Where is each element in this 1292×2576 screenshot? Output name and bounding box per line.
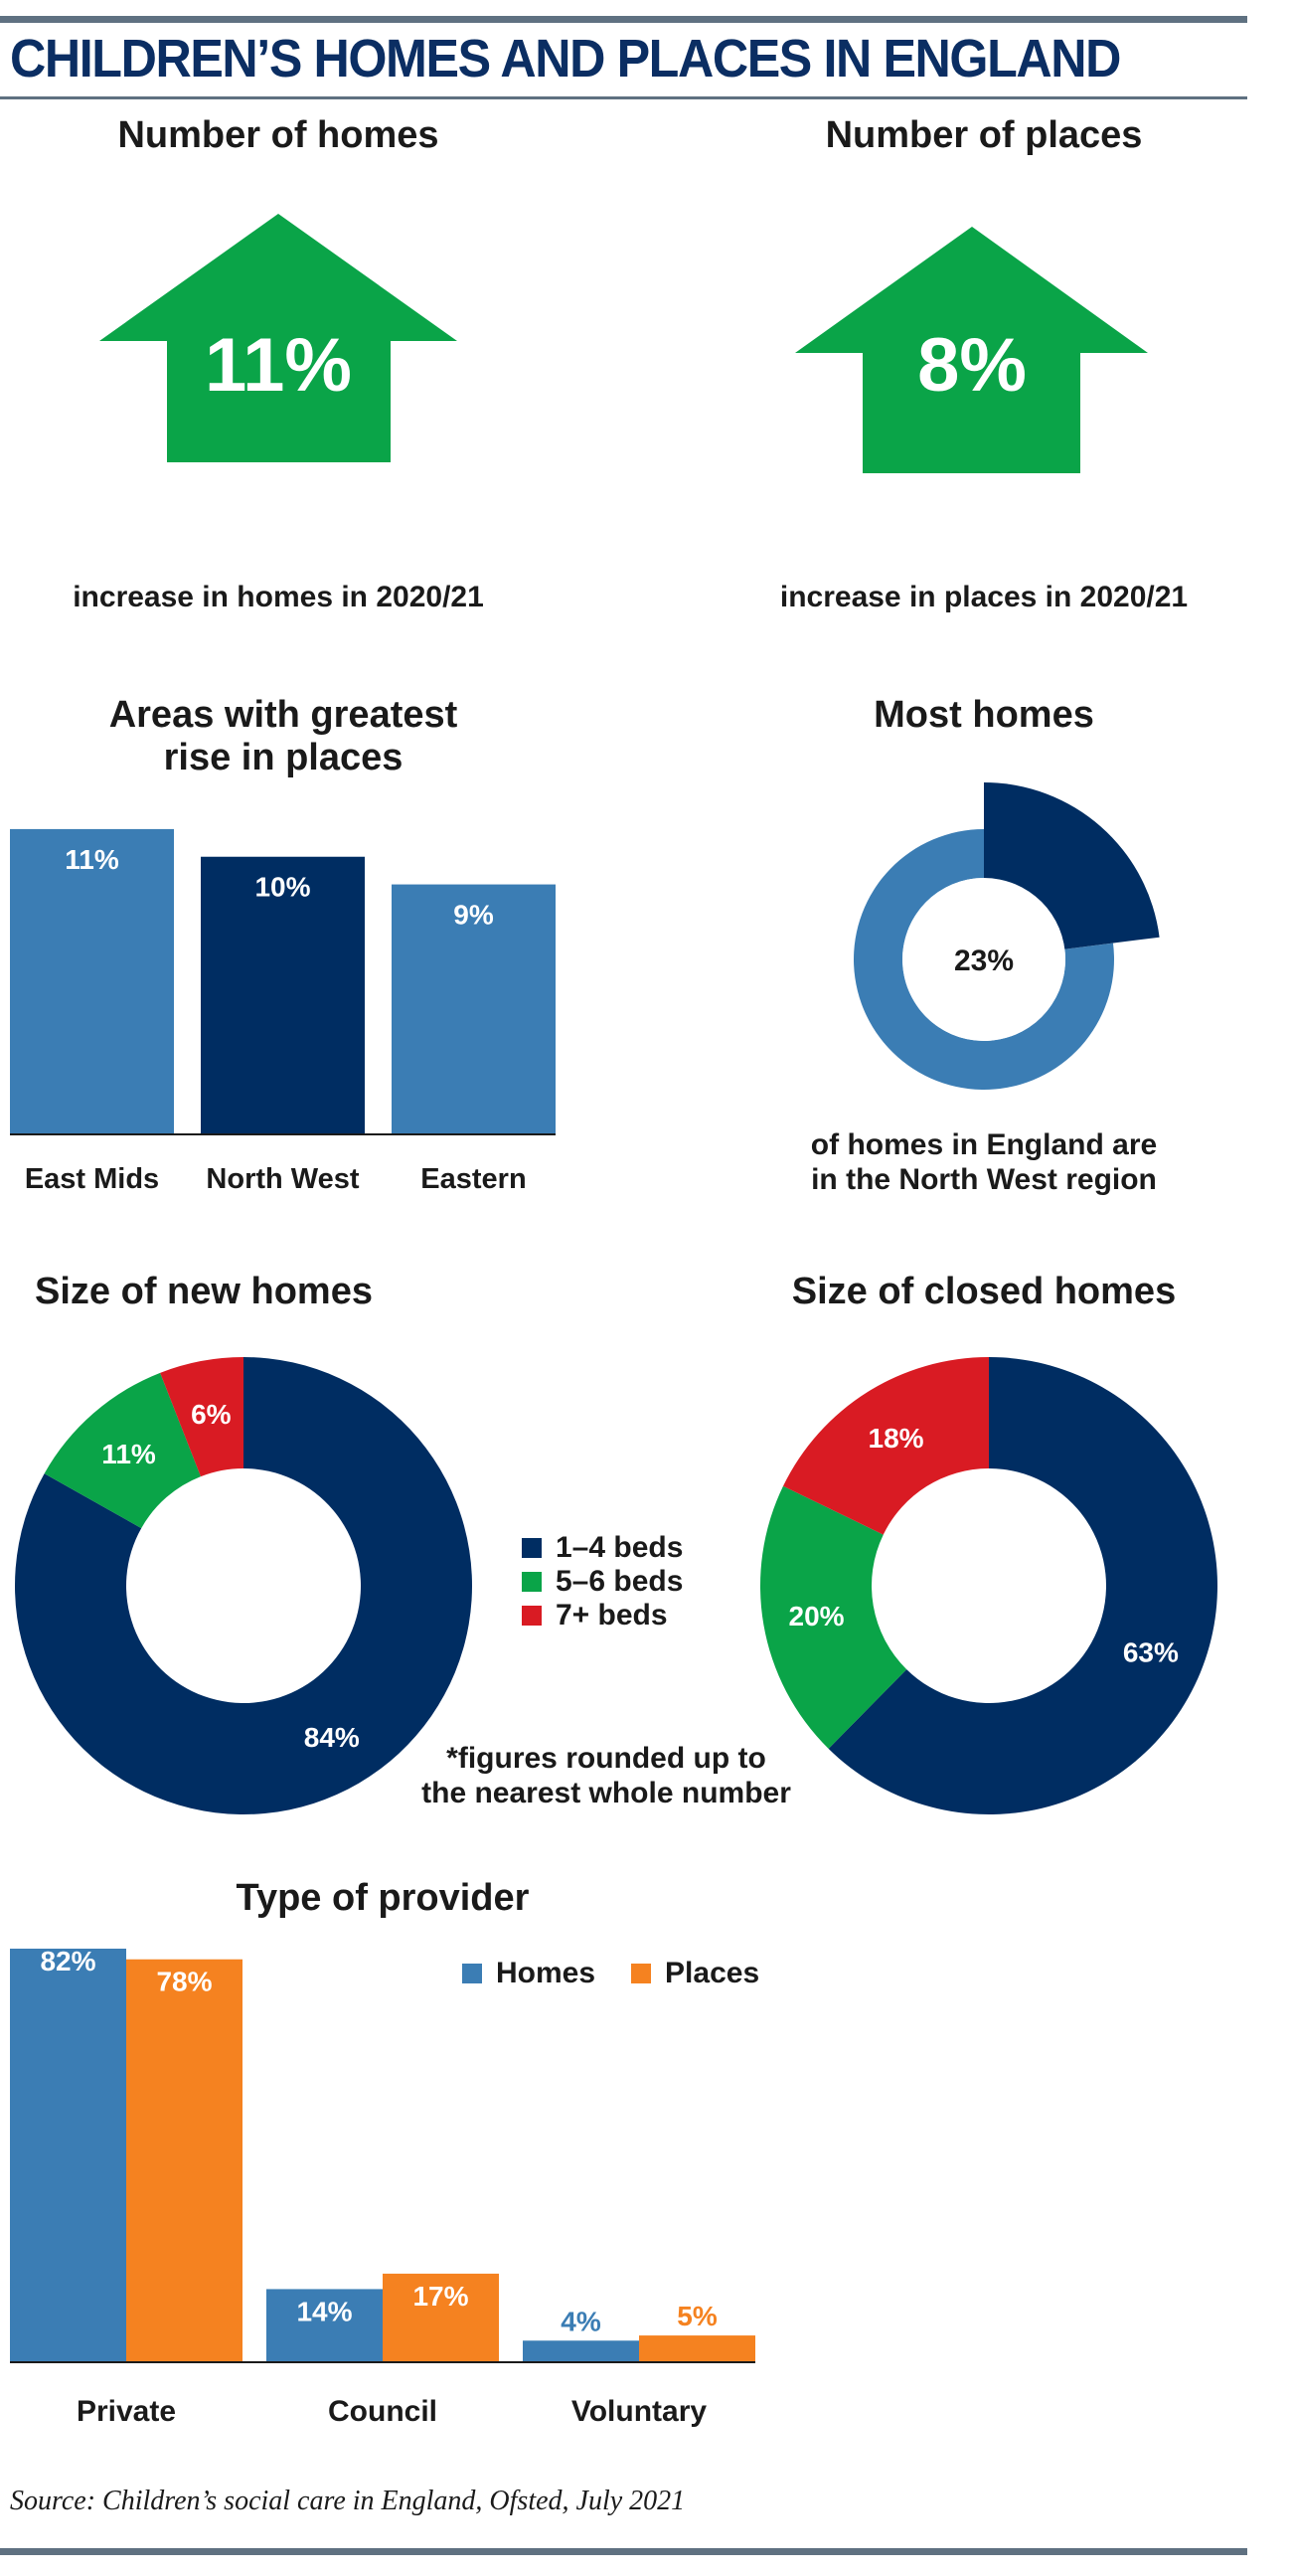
new-homes-donut-chart: 84% 11% 6% — [14, 1357, 473, 1814]
most-homes-donut-chart: 23% — [854, 782, 1160, 1090]
areas-bar-chart: 11% East Mids 10% North West 9% Eastern — [10, 828, 556, 1195]
legend-item-1-4-beds: 1–4 beds — [522, 1531, 683, 1565]
places-heading: Number of places — [825, 114, 1143, 156]
provider-heading: Type of provider — [236, 1877, 530, 1919]
new-homes-segment-1-4-beds — [14, 1357, 473, 1814]
bar-label-east-mids: 11% — [65, 844, 119, 875]
tick-label-north-west: North West — [206, 1163, 359, 1195]
closed-homes-heading: Size of closed homes — [791, 1271, 1177, 1312]
tick-label-council: Council — [328, 2395, 437, 2428]
areas-heading: Areas with greatest rise in places — [40, 694, 527, 778]
most-homes-caption-line-1: of homes in England are — [810, 1128, 1158, 1161]
tick-label-private: Private — [77, 2395, 176, 2428]
new-homes-segment-5-6-beds — [44, 1372, 201, 1529]
homes-heading: Number of homes — [117, 114, 439, 156]
new-homes-label-5-6-beds: 11% — [101, 1439, 156, 1469]
donut-label-north-west: 23% — [954, 945, 1014, 977]
rounding-footnote: *figures rounded up to the nearest whole… — [398, 1742, 815, 1810]
places-up-arrow-icon: 8% — [795, 227, 1148, 473]
bar-council-places — [383, 2273, 499, 2361]
closed-homes-label-1-4-beds: 63% — [1123, 1637, 1179, 1668]
closed-homes-segment-1-4-beds — [828, 1357, 1217, 1814]
legend-label-places: Places — [665, 1957, 760, 1989]
bar-private-places — [126, 1959, 242, 2361]
tick-label-eastern: Eastern — [420, 1163, 526, 1195]
closed-homes-label-7-beds: 18% — [869, 1423, 924, 1454]
provider-legend: Homes Places — [462, 1957, 759, 1990]
bar-label-council-homes: 14% — [296, 2296, 352, 2326]
tick-label-east-mids: East Mids — [25, 1163, 159, 1195]
homes-caption: increase in homes in 2020/21 — [73, 581, 484, 613]
bar-label-council-places: 17% — [412, 2281, 468, 2312]
bar-private-homes — [10, 1949, 126, 2361]
bottom-rule — [0, 2548, 1247, 2555]
legend-item-places: Places — [631, 1957, 759, 1990]
provider-bar-chart: 82% 78% Private 14% 17% Council 4% 5% Voluntary — [10, 1949, 755, 2428]
size-legend: 1–4 beds 5–6 beds 7+ beds — [522, 1531, 683, 1632]
donut-segment-rest — [854, 829, 1114, 1090]
bar-label-voluntary-homes: 4% — [561, 2306, 601, 2336]
source-note: Source: Children’s social care in Englan… — [10, 2486, 686, 2516]
homes-increase-value: 11% — [205, 323, 352, 408]
most-homes-caption: of homes in England are in the North Wes… — [735, 1128, 1232, 1197]
legend-item-5-6-beds: 5–6 beds — [522, 1565, 683, 1599]
donut-hole — [902, 878, 1065, 1041]
tick-label-voluntary: Voluntary — [571, 2395, 707, 2428]
bar-council-homes — [266, 2289, 383, 2361]
areas-heading-line-1: Areas with greatest — [108, 694, 458, 736]
top-rule — [0, 16, 1247, 23]
homes-up-arrow-icon: 11% — [99, 214, 457, 462]
bar-east-mids — [10, 828, 174, 1133]
bar-eastern — [392, 884, 556, 1133]
legend-item-7-plus-beds: 7+ beds — [522, 1599, 683, 1632]
closed-homes-label-5-6-beds: 20% — [789, 1601, 845, 1631]
footnote-line-2: the nearest whole number — [421, 1776, 791, 1809]
closed-homes-segment-5-6-beds — [760, 1485, 907, 1749]
new-homes-heading: Size of new homes — [35, 1271, 373, 1312]
main-title: CHILDREN’S HOMES AND PLACES IN ENGLAND — [10, 29, 1121, 88]
footnote-line-1: *figures rounded up to — [446, 1742, 766, 1775]
areas-heading-line-2: rise in places — [163, 736, 404, 778]
bar-label-eastern: 9% — [453, 900, 494, 931]
bar-label-voluntary-places: 5% — [677, 2301, 718, 2331]
bar-label-private-places: 78% — [156, 1967, 212, 1997]
places-increase-value: 8% — [917, 323, 1027, 408]
bar-north-west — [201, 856, 365, 1133]
new-homes-label-1-4-beds: 84% — [304, 1722, 360, 1753]
legend-label-7-plus-beds: 7+ beds — [556, 1599, 668, 1631]
legend-label-5-6-beds: 5–6 beds — [556, 1565, 684, 1598]
closed-homes-donut-chart: 63% 20% 18% — [760, 1357, 1217, 1814]
bar-voluntary-homes — [523, 2340, 639, 2361]
legend-label-1-4-beds: 1–4 beds — [556, 1531, 684, 1564]
legend-label-homes: Homes — [496, 1957, 596, 1989]
most-homes-caption-line-2: in the North West region — [811, 1162, 1157, 1196]
most-homes-heading: Most homes — [874, 694, 1094, 736]
closed-homes-segment-7-beds — [782, 1357, 989, 1535]
new-homes-label-7-beds: 6% — [191, 1399, 232, 1430]
bar-voluntary-places — [639, 2335, 755, 2361]
title-underline — [0, 96, 1247, 99]
places-caption: increase in places in 2020/21 — [779, 581, 1189, 613]
bar-label-north-west: 10% — [254, 872, 310, 903]
new-homes-segment-7-beds — [160, 1357, 243, 1477]
legend-item-homes: Homes — [462, 1957, 595, 1990]
bar-label-private-homes: 82% — [40, 1949, 95, 1976]
